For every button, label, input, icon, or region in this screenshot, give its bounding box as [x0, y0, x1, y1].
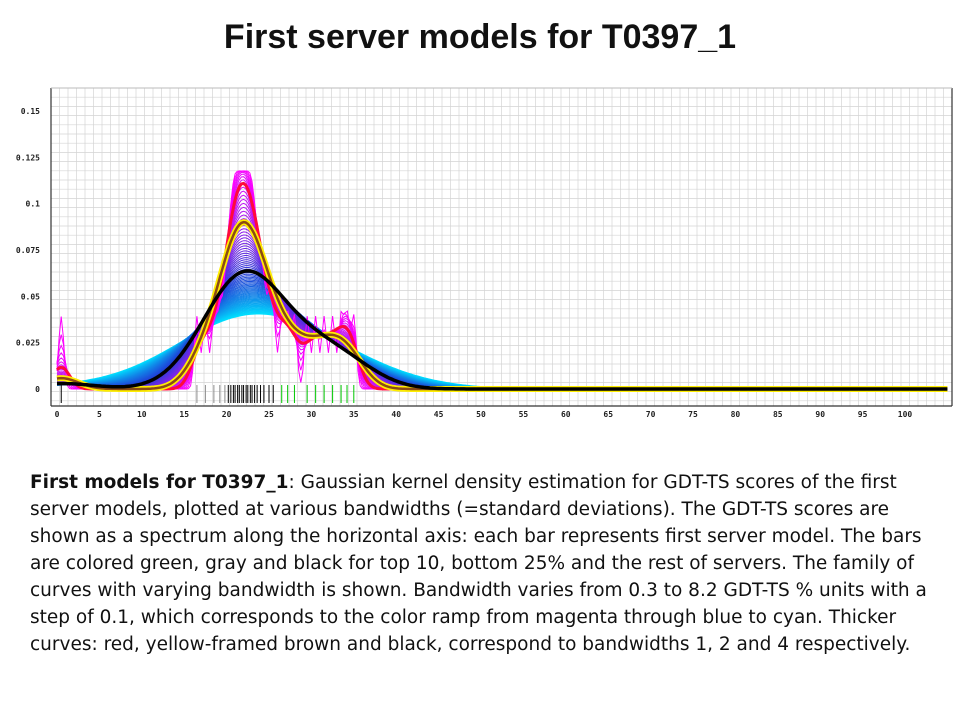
- x-tick-label: 40: [391, 410, 401, 418]
- x-tick-label: 55: [519, 410, 529, 418]
- x-tick-label: 60: [561, 410, 571, 418]
- x-tick-label: 80: [731, 410, 741, 418]
- y-tick-label: 0: [35, 385, 40, 394]
- x-tick-label: 30: [307, 410, 317, 418]
- x-tick-label: 90: [815, 410, 825, 418]
- caption-lead: First models for T0397_1: [30, 471, 289, 493]
- x-tick-label: 95: [858, 410, 868, 418]
- score-spectrum: [60, 385, 355, 403]
- caption-body: : Gaussian kernel density estimation for…: [30, 471, 927, 655]
- x-tick-label: 0: [55, 410, 60, 418]
- y-tick-label: 0.1: [26, 200, 41, 209]
- highlight-curve: [57, 269, 948, 391]
- x-tick-label: 100: [898, 410, 913, 418]
- y-tick-label: 0.025: [16, 339, 40, 348]
- x-tick-label: 70: [646, 410, 656, 418]
- chart-axes: 0 5 10 15 20 25 30 35 40 45 50 55 60 65 70 75 80 85 90 95 10…: [16, 87, 953, 419]
- density-chart: 0 5 10 15 20 25 30 35 40 45 50 55 60 65 70 75 80 85 90 95 10…: [0, 78, 960, 419]
- slide-title: First server models for T0397_1: [223, 18, 737, 56]
- x-tick-label: 75: [688, 410, 698, 418]
- y-tick-label: 0.125: [16, 153, 40, 162]
- y-tick-label: 0.075: [16, 246, 40, 255]
- x-tick-label: 50: [476, 410, 486, 418]
- x-tick-label: 5: [97, 410, 102, 418]
- y-tick-label: 0.05: [21, 292, 40, 301]
- highlight-curves: [55, 181, 948, 392]
- x-tick-label: 85: [773, 410, 783, 418]
- x-tick-label: 65: [603, 410, 613, 418]
- figure-caption: First models for T0397_1: Gaussian kerne…: [30, 469, 945, 658]
- x-tick-label: 45: [434, 410, 444, 418]
- x-tick-label: 35: [349, 410, 359, 418]
- chart-svg: 0 5 10 15 20 25 30 35 40 45 50 55 60 65 70 75 80 85 90 95 10…: [16, 87, 953, 419]
- x-tick-label: 25: [264, 410, 274, 418]
- x-tick-label: 15: [179, 410, 189, 418]
- x-tick-label: 10: [137, 410, 147, 418]
- x-tick-label: 20: [222, 410, 232, 418]
- y-tick-label: 0.15: [21, 107, 40, 116]
